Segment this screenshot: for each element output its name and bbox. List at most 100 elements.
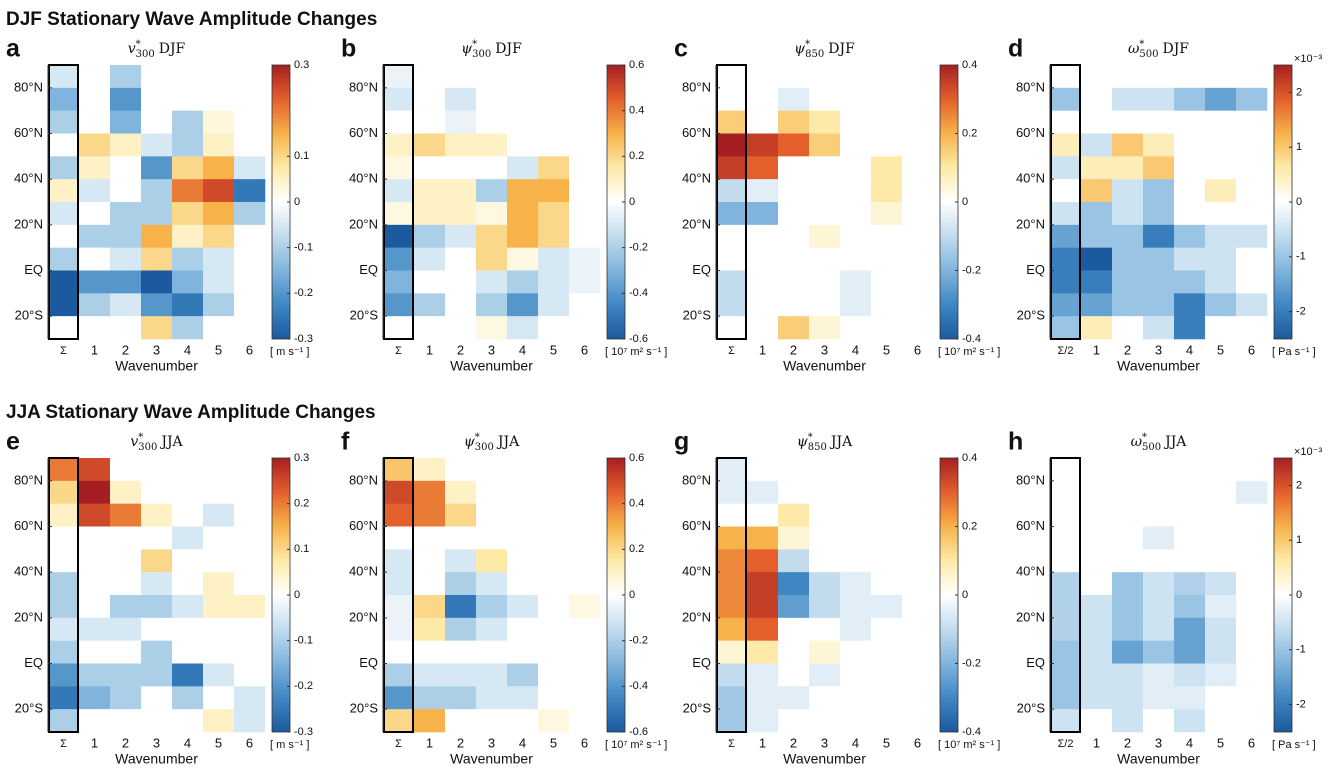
x-tick-label: 5 (550, 735, 557, 750)
sum-column-box (1050, 457, 1081, 733)
heatmap-cell (538, 156, 570, 180)
heatmap-cell (172, 133, 204, 157)
heatmap-cell (1236, 65, 1268, 89)
heatmap-cell (79, 179, 111, 203)
x-axis-label: Wavenumber (1117, 751, 1200, 767)
heatmap-cell (414, 270, 446, 294)
heatmap-cell (141, 549, 173, 573)
heatmap-cell (538, 503, 570, 527)
heatmap-cell (203, 316, 235, 340)
y-tick-label: 60°N (349, 518, 378, 533)
heatmap-cell (1050, 110, 1082, 134)
sum-column-box (716, 457, 747, 733)
panel-title: ψ* 850 JJA (797, 432, 853, 453)
colorbar-label: [ m s⁻¹ ] (270, 346, 309, 358)
heatmap-cell (414, 709, 446, 733)
heatmap-cell (809, 65, 841, 89)
heatmap-cell (172, 503, 204, 527)
heatmap-cell (778, 110, 810, 134)
x-tick-label: 2 (122, 735, 129, 750)
heatmap-cell (569, 503, 601, 527)
heatmap-cell (747, 293, 779, 317)
heatmap-cell (538, 480, 570, 504)
heatmap-cell (110, 458, 142, 482)
colorbar-tick-label: -0.2 (294, 287, 313, 299)
x-axis-label: Wavenumber (450, 358, 533, 374)
heatmap-cell (778, 179, 810, 203)
heatmap-cell (1112, 156, 1144, 180)
title-variable: ψ (797, 434, 809, 450)
heatmap-cell (1112, 617, 1144, 641)
heatmap-cell (203, 87, 235, 111)
heatmap-cell (747, 224, 779, 248)
heatmap-cell (48, 640, 80, 664)
heatmap-cell (445, 480, 477, 504)
y-tick-label: 20°N (1016, 609, 1045, 624)
heatmap-cell (445, 247, 477, 271)
heatmap-cell (172, 224, 204, 248)
heatmap-cell (383, 179, 415, 203)
heatmap-cell (840, 526, 872, 550)
heatmap-cell (871, 458, 903, 482)
heatmap-cell (383, 549, 415, 573)
x-tick-label: Σ (395, 345, 402, 357)
heatmap-cell (747, 595, 779, 619)
y-tick-label: 40°N (682, 171, 711, 186)
colorbar-tick-label: 2 (1296, 86, 1302, 98)
heatmap-cell (747, 179, 779, 203)
heatmap-cell (747, 458, 779, 482)
y-tick-label: 20°N (14, 216, 43, 231)
heatmap-cell (414, 617, 446, 641)
heatmap-cell (507, 549, 539, 573)
y-tick-label: EQ (1026, 262, 1045, 277)
heatmap-cell (507, 316, 539, 340)
heatmap-cell (902, 179, 934, 203)
panel-letter: a (6, 35, 21, 63)
y-tick-label: 60°N (14, 518, 43, 533)
colorbar-tick-label: 0.4 (629, 498, 644, 510)
heatmap-cell (871, 686, 903, 710)
heatmap-cell (1143, 247, 1175, 271)
heatmap-cell (79, 595, 111, 619)
heatmap-cell (1112, 686, 1144, 710)
heatmap-cell (507, 686, 539, 710)
heatmap-cell (414, 156, 446, 180)
title-superscript: * (1142, 432, 1147, 443)
heatmap-cell (234, 316, 266, 340)
heatmap-cell (476, 709, 508, 733)
heatmap-cell (1143, 526, 1175, 550)
heatmap-cell (414, 202, 446, 226)
heatmap-cell (871, 247, 903, 271)
heatmap-cell (476, 480, 508, 504)
heatmap-cell (172, 270, 204, 294)
heatmap-cell (476, 110, 508, 134)
x-tick-label: 3 (153, 342, 160, 357)
heatmap-cell (383, 293, 415, 317)
heatmap-cell (110, 179, 142, 203)
heatmap-cell (902, 458, 934, 482)
heatmap-cell (747, 640, 779, 664)
x-tick-label: 4 (519, 342, 526, 357)
heatmap-cell (110, 480, 142, 504)
heatmap-cell (902, 640, 934, 664)
heatmap-cell (1236, 617, 1268, 641)
heatmap-cell (1205, 247, 1237, 271)
heatmap-cell (1112, 640, 1144, 664)
x-tick-label: 2 (457, 342, 464, 357)
heatmap-cell (476, 87, 508, 111)
x-tick-label: 3 (1155, 735, 1162, 750)
heatmap-cell (507, 179, 539, 203)
heatmap-cell (172, 87, 204, 111)
x-tick-label: 3 (821, 735, 828, 750)
y-tick-label: 20°N (14, 609, 43, 624)
heatmap-cell (1081, 316, 1113, 340)
heatmap-cell (871, 65, 903, 89)
heatmap-cell (414, 549, 446, 573)
heatmap-cell (1205, 202, 1237, 226)
heatmap-cell (383, 617, 415, 641)
heatmap-cell (234, 133, 266, 157)
heatmap-cell (1112, 87, 1144, 111)
heatmap-cell (383, 458, 415, 482)
heatmap-cell (141, 156, 173, 180)
heatmap-cell (79, 293, 111, 317)
